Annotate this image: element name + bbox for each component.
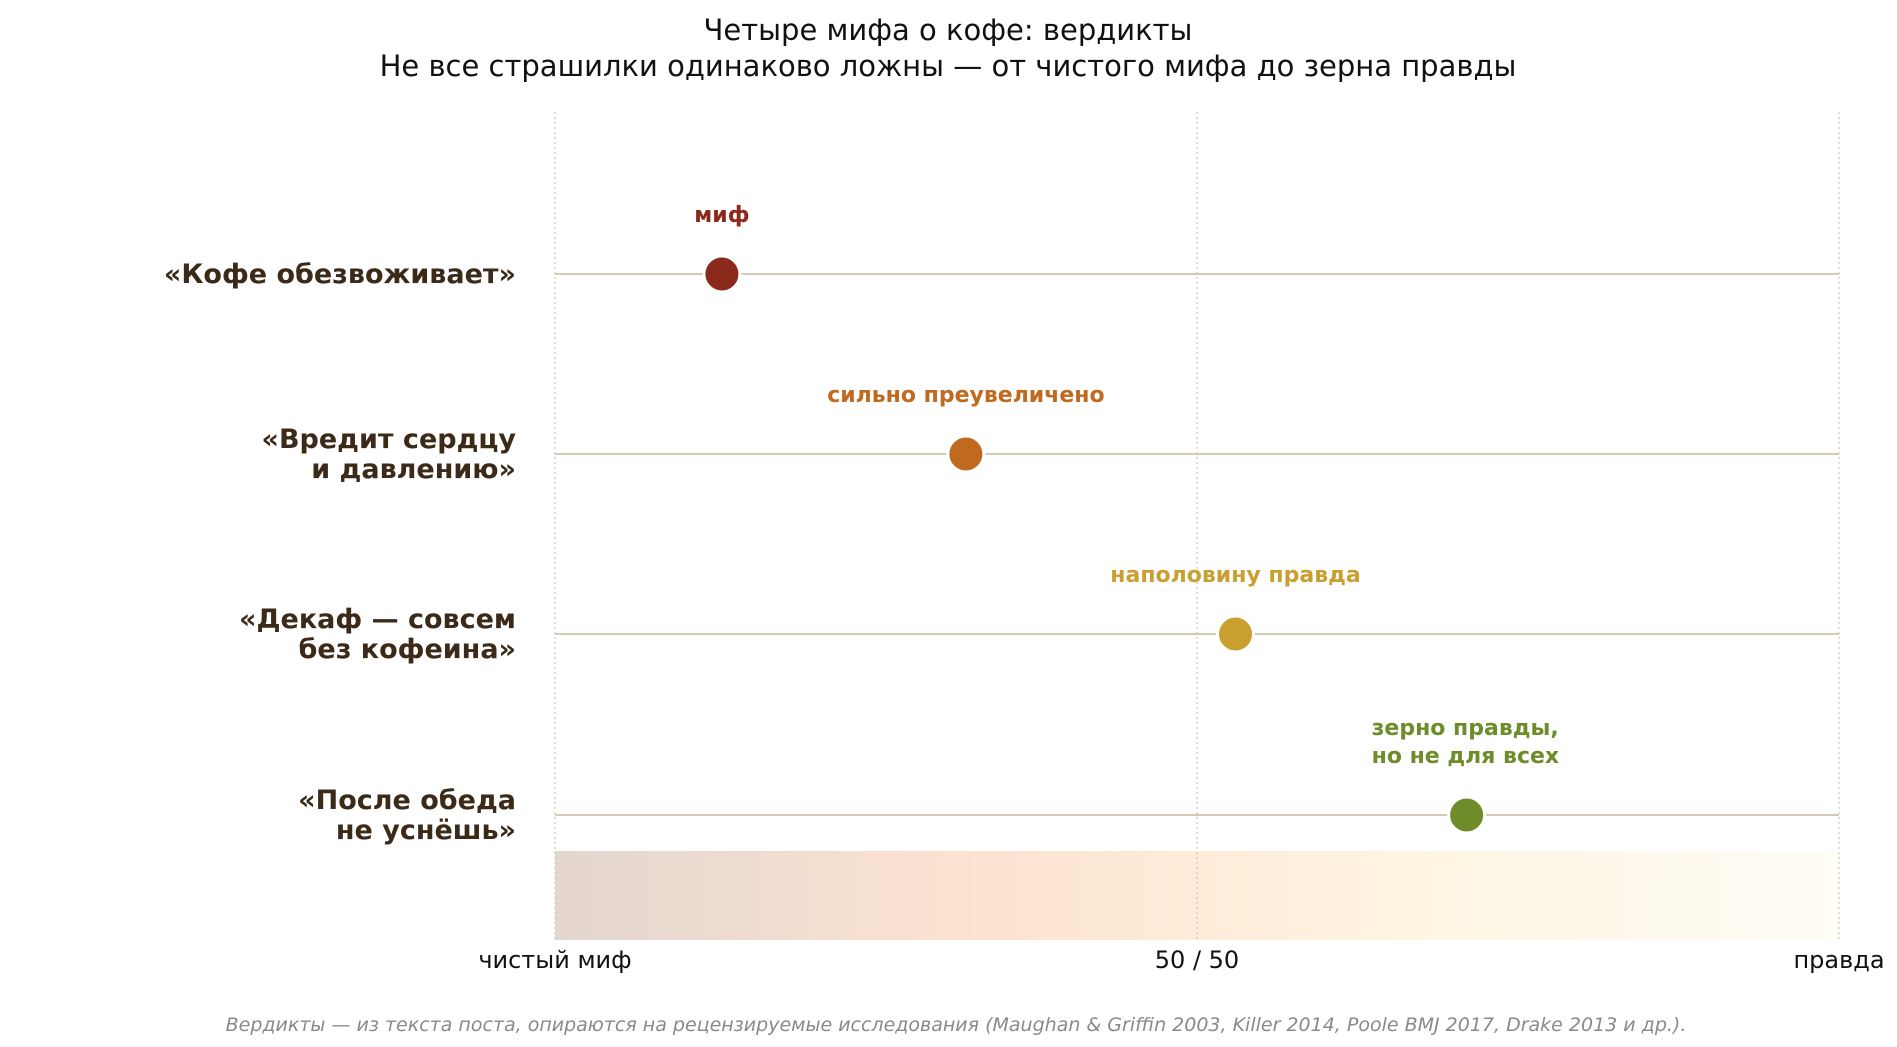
verdict-point-2	[1216, 614, 1256, 654]
verdict-label-3: зерно правды, но не для всех	[1372, 716, 1560, 769]
chart-caption: Вердикты — из текста поста, опираются на…	[226, 1014, 1687, 1036]
chart-subtitle: Не все страшилки одинаково ложны — от чи…	[380, 49, 1517, 83]
verdict-point-0	[702, 254, 742, 294]
category-label-0: «Кофе обезвоживает»	[164, 259, 516, 290]
x-axis-ticks: чистый миф 50 / 50 правда	[478, 946, 1884, 974]
verdict-label-line: миф	[694, 203, 749, 228]
x-tick-label-0: чистый миф	[478, 946, 631, 974]
category-label-line: и давлению»	[311, 454, 516, 485]
category-label-1: «Вредит сердцу и давлению»	[262, 424, 517, 485]
verdict-label-line: сильно преувеличено	[827, 383, 1104, 408]
grid-layer	[554, 112, 1840, 940]
chart-title: Четыре мифа о кофе: вердикты	[704, 13, 1193, 47]
category-label-3: «После обеда не уснёшь»	[298, 785, 516, 846]
verdict-label-line: наполовину правда	[1110, 563, 1360, 588]
verdict-point-1	[946, 434, 986, 474]
category-label-line: «Вредит сердцу	[262, 424, 517, 455]
rows-layer: «Кофе обезвоживает» миф «Вредит сердцу и да…	[164, 203, 1839, 846]
verdict-label-line: зерно правды,	[1372, 716, 1559, 741]
category-label-line: «Кофе обезвоживает»	[164, 259, 516, 290]
verdict-point-3	[1447, 795, 1487, 835]
x-tick-label-2: правда	[1793, 946, 1884, 974]
category-label-line: «Декаф — совсем	[239, 604, 516, 635]
verdict-label-1: сильно преувеличено	[827, 383, 1104, 408]
category-label-2: «Декаф — совсем без кофеина»	[239, 604, 516, 665]
verdict-label-line: но не для всех	[1372, 744, 1560, 769]
truth-gradient-band	[555, 851, 1839, 940]
verdict-label-2: наполовину правда	[1110, 563, 1360, 588]
category-label-line: «После обеда	[298, 785, 516, 816]
verdict-label-0: миф	[694, 203, 749, 228]
category-label-line: не уснёшь»	[336, 815, 516, 846]
x-tick-label-1: 50 / 50	[1155, 946, 1239, 974]
category-label-line: без кофеина»	[299, 634, 516, 665]
